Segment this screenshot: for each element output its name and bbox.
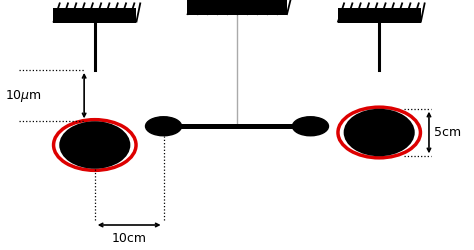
Bar: [54, 8, 137, 22]
Bar: [337, 8, 421, 22]
Text: 5cm: 5cm: [434, 126, 461, 139]
Bar: [187, 0, 287, 15]
Bar: [164, 124, 310, 128]
Text: 10$\mu$m: 10$\mu$m: [5, 88, 42, 104]
Text: 10cm: 10cm: [112, 232, 146, 245]
Circle shape: [146, 117, 182, 136]
Ellipse shape: [59, 121, 130, 169]
Circle shape: [292, 117, 328, 136]
Ellipse shape: [344, 109, 415, 156]
